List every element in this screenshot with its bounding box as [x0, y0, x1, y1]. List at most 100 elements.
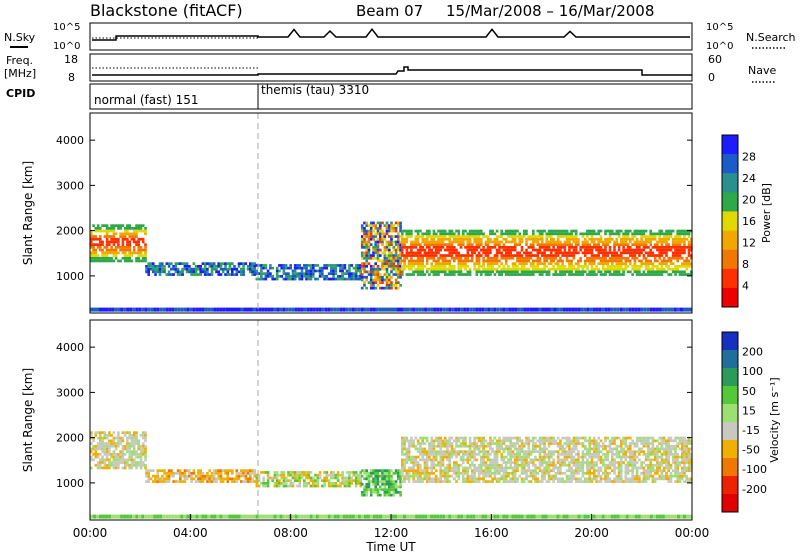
heatmap-cell [561, 447, 564, 451]
heatmap-cell [473, 436, 476, 440]
heatmap-cell [300, 476, 304, 480]
heatmap-cell [374, 246, 377, 249]
heatmap-cell [399, 265, 402, 268]
heatmap-cell [278, 269, 281, 273]
heatmap-cell [282, 482, 286, 485]
heatmap-cell [296, 479, 299, 482]
heatmap-cell [532, 235, 535, 238]
heatmap-cell [425, 474, 429, 478]
heatmap-cell [99, 444, 102, 448]
heatmap-cell [489, 265, 492, 268]
heatmap-cell [529, 243, 533, 246]
heatmap-cell [385, 262, 389, 265]
heatmap-cell [588, 270, 591, 274]
heatmap-cell [416, 256, 420, 260]
heatmap-cell [139, 227, 143, 230]
heatmap-cell [425, 458, 429, 462]
heatmap-cell [208, 480, 211, 483]
ground-scatter-cell [339, 514, 343, 519]
heatmap-cell [486, 251, 490, 255]
heatmap-cell [119, 259, 122, 263]
heatmap-cell [486, 442, 490, 445]
heatmap-cell [443, 453, 447, 456]
heatmap-cell [493, 469, 497, 472]
heatmap-cell [403, 477, 406, 481]
heatmap-cell [203, 474, 207, 478]
heatmap-cell [365, 259, 368, 263]
heatmap-cell [119, 232, 122, 236]
heatmap-cell [112, 237, 116, 241]
heatmap-cell [443, 256, 447, 260]
heatmap-cell [563, 243, 567, 246]
heatmap-cell [565, 455, 569, 459]
heatmap-cell [428, 477, 431, 481]
heatmap-cell [590, 466, 594, 470]
ground-scatter-cell [141, 307, 145, 312]
heatmap-cell [629, 254, 632, 257]
heatmap-cell [500, 474, 503, 478]
heatmap-cell [457, 240, 461, 244]
heatmap-cell [383, 251, 387, 255]
heatmap-cell [376, 229, 380, 233]
heatmap-cell [144, 431, 147, 434]
heatmap-cell [509, 444, 512, 448]
heatmap-cell [597, 436, 600, 440]
heatmap-cell [119, 227, 122, 230]
heatmap-cell [599, 461, 603, 464]
heatmap-cell [477, 469, 481, 472]
heatmap-cell [388, 278, 391, 282]
heatmap-cell [390, 227, 393, 230]
heatmap-cell [334, 482, 338, 485]
heatmap-cell [327, 272, 331, 275]
ground-scatter-cell [406, 307, 409, 312]
heatmap-cell [425, 450, 429, 453]
heatmap-cell [475, 232, 479, 236]
heatmap-cell [183, 262, 187, 265]
heatmap-cell [608, 273, 612, 276]
heatmap-cell [671, 256, 675, 260]
heatmap-cell [581, 463, 585, 467]
heatmap-cell [602, 442, 605, 445]
heatmap-cell [453, 453, 456, 456]
heatmap-cell [103, 431, 107, 434]
ground-scatter-cell [258, 307, 262, 312]
heatmap-cell [314, 269, 317, 273]
heatmap-cell [407, 477, 411, 481]
heatmap-cell [477, 232, 481, 236]
heatmap-cell [615, 229, 619, 233]
heatmap-cell [401, 439, 404, 443]
heatmap-cell [626, 251, 630, 255]
heatmap-cell [491, 458, 494, 462]
heatmap-cell [419, 474, 422, 478]
heatmap-cell [374, 243, 377, 246]
heatmap-cell [293, 269, 297, 273]
heatmap-cell [147, 273, 150, 276]
heatmap-cell [293, 266, 297, 270]
heatmap-cell [482, 262, 485, 265]
heatmap-cell [473, 240, 476, 244]
heatmap-cell [123, 458, 127, 462]
heatmap-cell [278, 473, 281, 477]
heatmap-cell [325, 275, 329, 278]
heatmap-cell [330, 277, 333, 281]
heatmap-cell [217, 270, 220, 274]
heatmap-cell [554, 248, 558, 252]
heatmap-cell [167, 270, 171, 274]
heatmap-cell [570, 439, 573, 443]
heatmap-cell [439, 265, 442, 268]
heatmap-cell [459, 254, 463, 257]
heatmap-cell [554, 439, 558, 443]
heatmap-cell [592, 463, 596, 467]
heatmap-cell [374, 469, 377, 472]
heatmap-cell [123, 431, 127, 434]
heatmap-cell [516, 453, 519, 456]
heatmap-cell [547, 450, 551, 453]
heatmap-cell [441, 450, 445, 453]
heatmap-cell [554, 474, 558, 478]
heatmap-cell [110, 444, 113, 448]
heatmap-cell [376, 270, 380, 274]
heatmap-cell [128, 256, 131, 260]
heatmap-cell [374, 488, 377, 491]
ground-scatter-cell [312, 307, 316, 312]
heatmap-cell [365, 477, 368, 481]
